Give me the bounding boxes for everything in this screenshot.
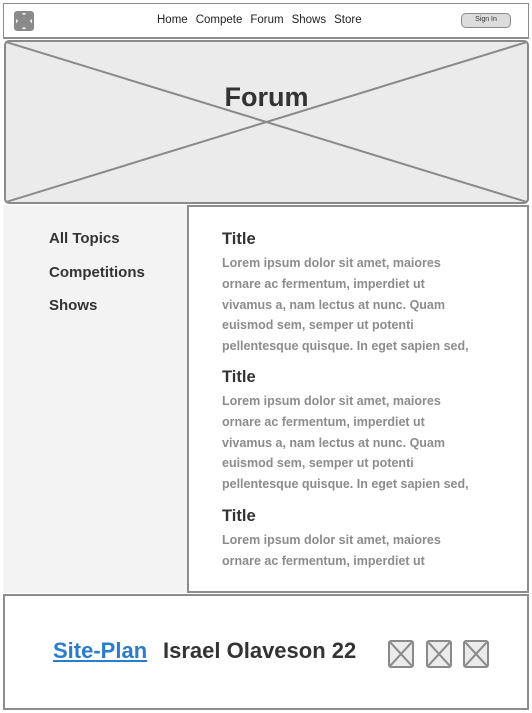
post-excerpt: Lorem ipsum dolor sit amet, maiores orna… xyxy=(222,253,492,357)
post-line: vivamus a, nam lectus at nunc. Quam xyxy=(222,297,445,312)
main-nav: Home Compete Forum Shows Store xyxy=(157,14,362,26)
page-title: Forum xyxy=(224,82,309,112)
nav-home[interactable]: Home xyxy=(157,14,188,26)
post-excerpt: Lorem ipsum dolor sit amet, maiores orna… xyxy=(222,530,492,572)
post-line: euismod sem, semper ut potenti xyxy=(222,318,414,333)
nav-store[interactable]: Store xyxy=(334,14,362,26)
site-header: Home Compete Forum Shows Store Sign In xyxy=(3,3,529,39)
sidebar-item-competitions[interactable]: Competitions xyxy=(49,264,145,281)
nav-shows[interactable]: Shows xyxy=(291,14,327,26)
sign-in-button[interactable]: Sign In xyxy=(461,13,511,28)
site-footer: Site-Plan Israel Olaveson 22 xyxy=(3,594,529,710)
site-plan-link[interactable]: Site-Plan xyxy=(53,638,148,663)
post-line: euismod sem, semper ut potenti xyxy=(222,456,414,471)
post-line: pellentesque quisque. In eget sapien sed… xyxy=(222,477,469,492)
post-line: ornare ac fermentum, imperdiet ut xyxy=(222,553,425,568)
post-line: pellentesque quisque. In eget sapien sed… xyxy=(222,339,469,354)
forum-posts: Title Lorem ipsum dolor sit amet, maiore… xyxy=(187,205,529,593)
sidebar-item-shows[interactable]: Shows xyxy=(49,297,98,314)
social-placeholder-icon[interactable] xyxy=(388,640,414,668)
social-placeholder-icon[interactable] xyxy=(426,640,452,668)
post-line: vivamus a, nam lectus at nunc. Quam xyxy=(222,435,445,450)
post-excerpt: Lorem ipsum dolor sit amet, maiores orna… xyxy=(222,391,492,495)
forum-post[interactable]: Title Lorem ipsum dolor sit amet, maiore… xyxy=(222,506,492,572)
sidebar: All Topics Competitions Shows xyxy=(3,205,188,593)
nav-compete[interactable]: Compete xyxy=(195,14,243,26)
post-line: ornare ac fermentum, imperdiet ut xyxy=(222,414,425,429)
post-line: Lorem ipsum dolor sit amet, maiores xyxy=(222,533,441,547)
post-line: Lorem ipsum dolor sit amet, maiores xyxy=(222,394,441,408)
sidebar-item-all-topics[interactable]: All Topics xyxy=(49,230,120,247)
forum-post[interactable]: Title Lorem ipsum dolor sit amet, maiore… xyxy=(222,229,492,357)
post-line: ornare ac fermentum, imperdiet ut xyxy=(222,276,425,291)
nav-forum[interactable]: Forum xyxy=(250,14,284,26)
post-title: Title xyxy=(222,507,256,525)
hero-banner: Forum xyxy=(4,40,529,204)
placeholder-image-icon xyxy=(6,42,527,202)
footer-credit: Israel Olaveson 22 xyxy=(163,638,357,663)
forum-post[interactable]: Title Lorem ipsum dolor sit amet, maiore… xyxy=(222,367,492,495)
logo-placeholder-icon[interactable] xyxy=(14,11,34,31)
social-placeholder-icon[interactable] xyxy=(463,640,489,668)
post-title: Title xyxy=(222,368,256,386)
post-line: Lorem ipsum dolor sit amet, maiores xyxy=(222,256,441,270)
post-title: Title xyxy=(222,230,256,248)
